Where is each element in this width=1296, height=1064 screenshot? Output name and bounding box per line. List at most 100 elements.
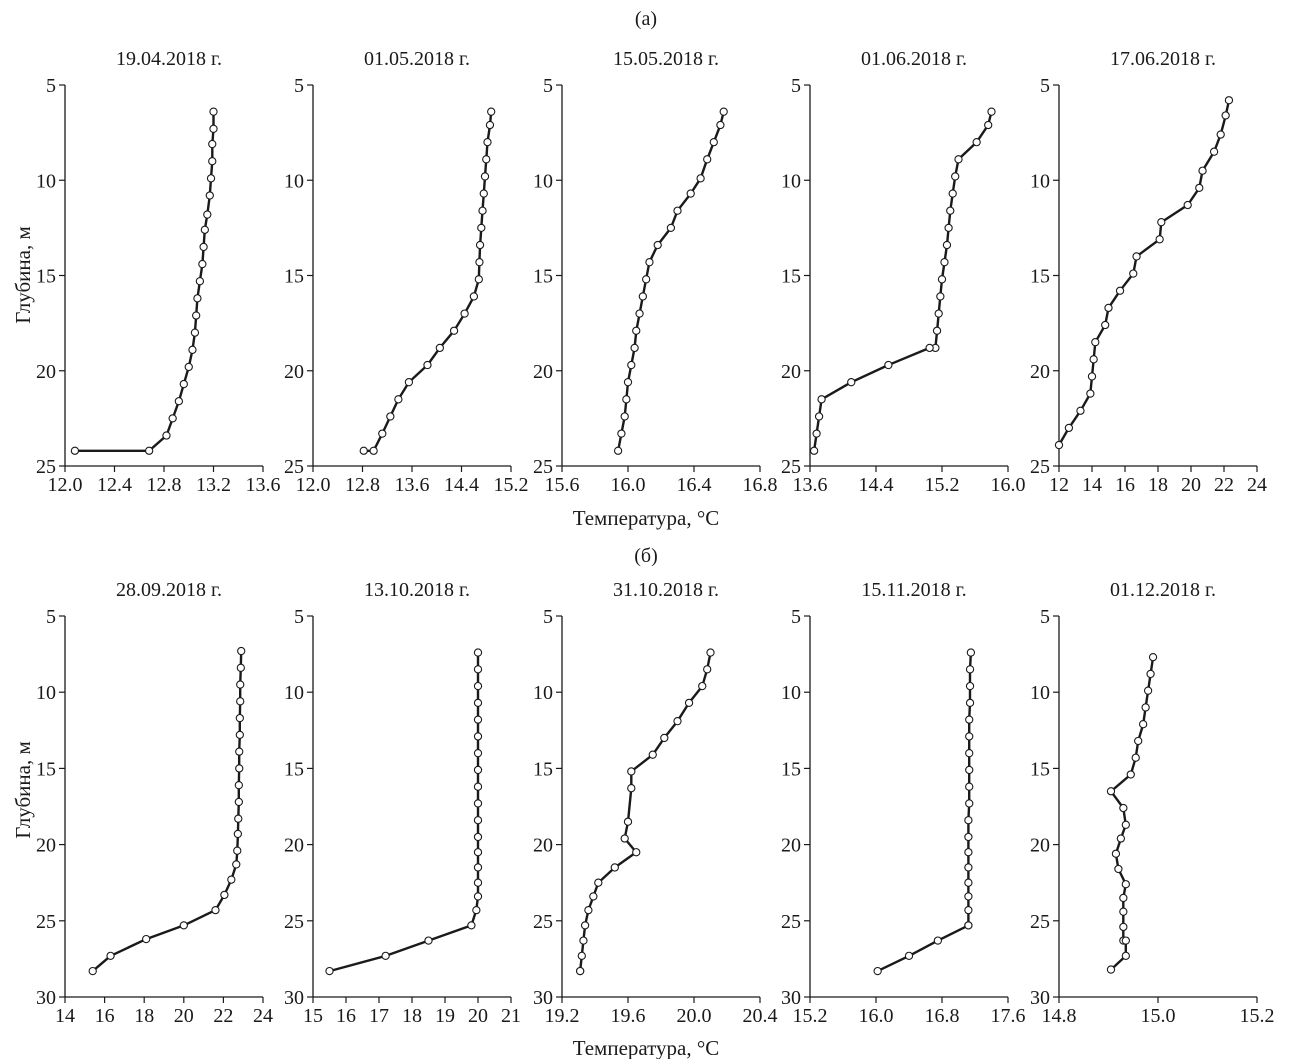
y-tick-label: 20 — [533, 361, 553, 383]
data-point — [195, 277, 205, 286]
data-point — [632, 848, 641, 857]
data-point — [965, 765, 974, 775]
data-point — [208, 139, 217, 149]
data-point — [1216, 130, 1225, 139]
data-point — [369, 446, 378, 455]
y-tick-label: 15 — [1030, 266, 1050, 288]
data-point — [1119, 922, 1128, 932]
data-point — [627, 767, 636, 776]
data-point — [162, 431, 171, 440]
data-point — [203, 210, 212, 219]
data-point — [179, 921, 188, 930]
data-point — [934, 309, 943, 318]
data-point — [1106, 787, 1116, 796]
data-point — [1198, 166, 1207, 175]
y-tick-label: 15 — [284, 758, 304, 780]
x-tick-label: 15.2 — [925, 474, 960, 496]
y-tick-label: 25 — [36, 911, 56, 933]
x-tick-label: 16.8 — [925, 1005, 960, 1027]
data-point — [1076, 406, 1085, 415]
data-point — [482, 155, 491, 164]
data-point — [642, 275, 651, 284]
data-point — [1155, 235, 1164, 244]
data-point — [198, 259, 207, 269]
data-point — [1106, 965, 1116, 974]
data-point — [610, 863, 619, 872]
data-point — [686, 189, 695, 198]
data-point — [580, 921, 590, 930]
data-point — [964, 921, 973, 930]
data-point — [965, 698, 975, 708]
data-point — [188, 345, 197, 354]
x-tick-label: 15.6 — [545, 474, 580, 496]
x-tick-label: 20.4 — [743, 1005, 778, 1027]
y-tick-label: 10 — [284, 170, 304, 192]
data-point — [473, 648, 483, 657]
data-point — [473, 816, 483, 825]
data-point — [936, 292, 945, 301]
y-tick-label: 30 — [36, 987, 56, 1009]
y-tick-label: 20 — [781, 361, 801, 383]
data-point — [965, 799, 974, 808]
data-point — [1183, 200, 1192, 210]
data-point — [1064, 423, 1074, 433]
subplot-title: 01.05.2018 г. — [364, 48, 470, 70]
data-point — [987, 107, 996, 116]
data-point — [964, 832, 973, 842]
x-tick-label: 19.6 — [611, 1005, 646, 1027]
data-point — [381, 951, 390, 961]
data-point — [1054, 440, 1064, 450]
data-point — [232, 860, 241, 869]
data-point — [479, 189, 488, 198]
data-point — [475, 258, 484, 267]
data-point — [483, 137, 492, 147]
data-point — [473, 732, 483, 741]
data-point — [192, 311, 201, 320]
x-tick-label: 14.4 — [444, 474, 479, 496]
x-tick-label: 19 — [435, 1005, 455, 1027]
x-tick-label: 19.2 — [545, 1005, 580, 1027]
data-point — [594, 878, 603, 887]
data-point — [632, 326, 641, 335]
x-tick-label: 16.0 — [611, 474, 646, 496]
data-point — [964, 905, 973, 915]
series-line — [877, 652, 973, 973]
data-point — [951, 172, 960, 181]
data-point — [965, 715, 974, 724]
data-point — [666, 223, 676, 233]
y-tick-label: 15 — [533, 266, 553, 288]
x-tick-label: 16 — [95, 1005, 115, 1027]
y-tick-label: 5 — [791, 75, 801, 97]
x-tick-label: 12 — [1049, 474, 1069, 496]
data-point — [648, 750, 657, 759]
x-tick-label: 18 — [402, 1005, 422, 1027]
panel-a-label: (а) — [635, 8, 657, 30]
data-point — [473, 698, 483, 708]
data-point — [965, 782, 974, 791]
data-point — [884, 360, 893, 370]
y-tick-label: 15 — [781, 266, 801, 288]
data-point — [234, 781, 243, 790]
data-point — [473, 681, 483, 691]
subplot-title: 28.09.2018 г. — [116, 579, 222, 601]
data-point — [696, 174, 705, 183]
data-point — [460, 309, 469, 318]
x-tick-label: 13.6 — [395, 474, 430, 496]
data-point — [70, 446, 80, 455]
data-point — [946, 206, 955, 215]
x-tick-label: 16 — [1115, 474, 1135, 496]
data-point — [964, 848, 973, 857]
data-point — [469, 292, 479, 301]
x-tick-label: 12.4 — [97, 474, 132, 496]
subplot-title: 31.10.2018 г. — [613, 579, 719, 601]
data-point — [211, 905, 220, 915]
data-point — [237, 646, 246, 656]
data-point — [1087, 372, 1097, 381]
data-point — [904, 951, 914, 961]
y-tick-label: 5 — [294, 606, 304, 628]
